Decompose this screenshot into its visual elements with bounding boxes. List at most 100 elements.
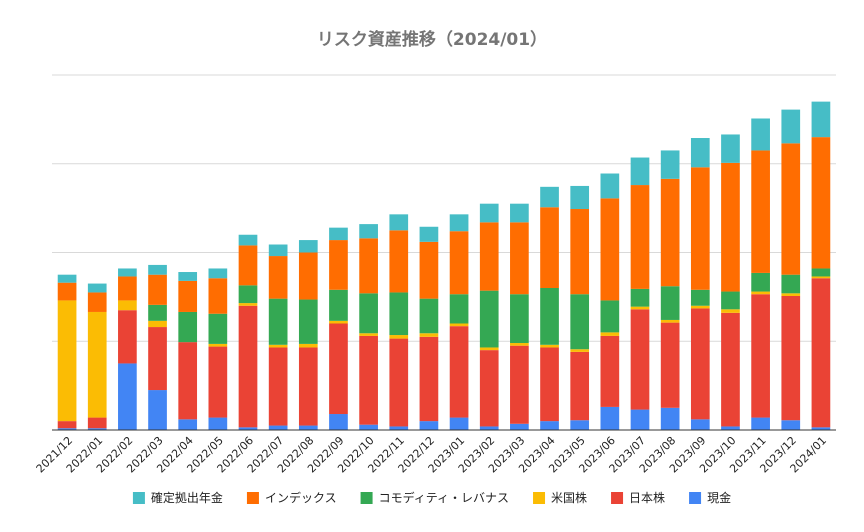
bar-segment [721,312,740,427]
bar-stacks [57,101,831,430]
bar-segment [268,244,288,257]
bar-segment [660,319,680,323]
bar-segment [479,203,499,223]
bar-segment [630,185,650,289]
bar-segment [389,214,409,231]
bar-segment [510,294,529,344]
legend-item: 確定拠出年金 [132,490,223,505]
bar-segment [329,289,348,321]
bar-segment [540,347,559,422]
bar-segment [419,298,439,334]
bar-segment [660,178,680,287]
bar-segment [57,274,77,283]
bar-segment [540,288,559,345]
bar-segment [600,198,620,301]
bar-segment [781,420,801,430]
bar-stack [690,138,710,430]
bar-stack [298,240,318,430]
bar-segment [419,333,439,337]
bar-segment [359,238,378,294]
bar-segment [208,417,228,430]
chart-title: リスク資産推移（2024/01） [317,29,547,50]
bar-segment [630,157,650,186]
bar-segment [87,311,107,418]
bar-stack [479,203,499,430]
bar-segment [630,306,650,310]
bar-segment [298,347,318,426]
bar-segment [238,303,258,306]
bar-segment [570,349,590,352]
bar-segment [510,423,529,430]
bar-segment [721,426,740,430]
bar-segment [329,240,348,290]
bar-segment [600,332,620,336]
legend-swatch [533,492,546,504]
bar-segment [510,222,529,295]
x-tick-labels: 2021/122022/012022/022022/032022/042022/… [34,434,829,476]
bar-segment [721,291,740,310]
bar-segment [751,272,770,292]
bar-segment [178,311,198,343]
bar-segment [690,419,710,430]
bar-segment [359,293,378,334]
legend-swatch [360,492,373,504]
bar-segment [690,289,710,306]
bar-segment [630,288,650,307]
bar-stack [329,227,348,430]
bar-stack [781,109,801,430]
legend-label: 日本株 [629,490,665,505]
bar-segment [118,310,137,364]
bar-stack [359,224,378,430]
bar-segment [268,298,288,345]
bar-segment [721,162,740,292]
bar-segment [540,186,559,208]
bar-segment [87,283,107,293]
bar-segment [510,345,529,424]
bar-segment [751,291,770,295]
bar-segment [148,274,167,305]
bar-segment [359,333,378,336]
bar-segment [57,428,77,430]
bar-segment [268,347,288,426]
bar-segment [268,425,288,430]
bar-segment [600,300,620,333]
bar-segment [118,268,137,277]
bar-segment [87,292,107,312]
bar-segment [208,343,228,347]
bar-segment [389,292,409,336]
bar-segment [329,320,348,324]
bar-segment [751,294,770,418]
bar-stack [178,272,198,430]
bar-segment [238,305,258,428]
bar-segment [811,268,831,277]
legend-swatch [689,492,702,504]
legend-label: 米国株 [551,490,587,505]
legend-swatch [132,492,145,504]
bar-segment [781,109,801,144]
bar-segment [600,406,620,430]
bar-segment [570,420,590,430]
bar-segment [479,222,499,291]
bar-stack [570,185,590,430]
bar-segment [359,224,378,239]
bar-segment [389,335,409,339]
bar-segment [540,344,559,348]
bar-segment [600,173,620,199]
bar-segment [510,203,529,223]
bar-segment [570,209,590,295]
bar-stack [238,234,258,430]
bar-segment [449,214,469,232]
bar-segment [630,309,650,410]
bar-segment [570,351,590,421]
bar-stack [208,268,228,430]
bar-segment [178,280,198,312]
bar-stack [811,101,831,430]
bar-segment [419,241,439,299]
bar-stack [540,186,559,430]
bar-stack [600,173,620,430]
bar-segment [449,294,469,324]
bar-segment [329,227,348,241]
bar-stack [57,274,77,430]
bar-segment [178,272,198,281]
bar-stack [721,134,740,430]
